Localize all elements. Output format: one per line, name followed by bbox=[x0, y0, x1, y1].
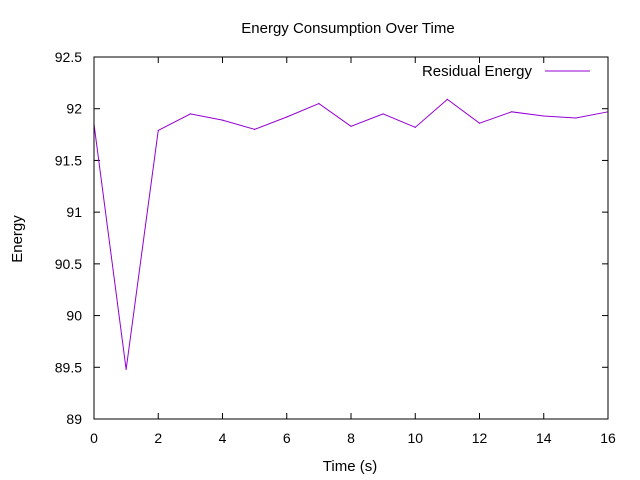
data-point bbox=[350, 125, 352, 127]
y-tick-label: 90.5 bbox=[55, 256, 82, 272]
data-point bbox=[478, 122, 481, 124]
data-point bbox=[446, 98, 448, 101]
x-tick-label: 4 bbox=[219, 430, 227, 446]
y-tick-label: 92.5 bbox=[55, 49, 82, 65]
y-tick-label: 89 bbox=[66, 411, 82, 427]
x-tick-label: 12 bbox=[472, 430, 488, 446]
y-tick-label: 89.5 bbox=[55, 359, 82, 375]
data-point bbox=[543, 115, 545, 117]
x-tick-label: 14 bbox=[536, 430, 552, 446]
axis-ticks: 0 2 4 6 8 10 12 14 16 89 89.5 90 90.5 91 91.5 92 92.5 bbox=[55, 49, 616, 446]
x-tick-label: 2 bbox=[154, 430, 162, 446]
y-axis-label: Energy bbox=[9, 215, 26, 263]
data-point bbox=[414, 126, 416, 128]
x-tick-label: 0 bbox=[90, 430, 98, 446]
x-axis-label: Time (s) bbox=[323, 458, 377, 475]
data-point bbox=[575, 117, 577, 119]
series-layer bbox=[93, 98, 609, 370]
chart-title: Energy Consumption Over Time bbox=[241, 20, 454, 37]
x-tick-label: 10 bbox=[407, 430, 423, 446]
data-point bbox=[286, 116, 288, 118]
data-point bbox=[511, 111, 513, 113]
series-line-0 bbox=[93, 98, 609, 370]
x-tick-label: 6 bbox=[283, 430, 291, 446]
y-tick-label: 92 bbox=[66, 101, 82, 117]
y-tick-label: 90 bbox=[66, 308, 82, 324]
data-point bbox=[125, 368, 127, 370]
legend-label: Residual Energy bbox=[422, 63, 533, 80]
data-point bbox=[221, 119, 224, 121]
data-point bbox=[254, 128, 256, 130]
legend: Residual Energy bbox=[422, 63, 590, 80]
data-point bbox=[318, 102, 320, 105]
y-tick-label: 91.5 bbox=[55, 152, 82, 168]
x-tick-label: 8 bbox=[347, 430, 355, 446]
x-tick-label: 16 bbox=[600, 430, 616, 446]
data-point bbox=[382, 113, 384, 115]
y-tick-label: 91 bbox=[66, 204, 82, 220]
data-point bbox=[157, 129, 159, 132]
data-point bbox=[189, 113, 191, 115]
plot-frame bbox=[93, 56, 609, 420]
